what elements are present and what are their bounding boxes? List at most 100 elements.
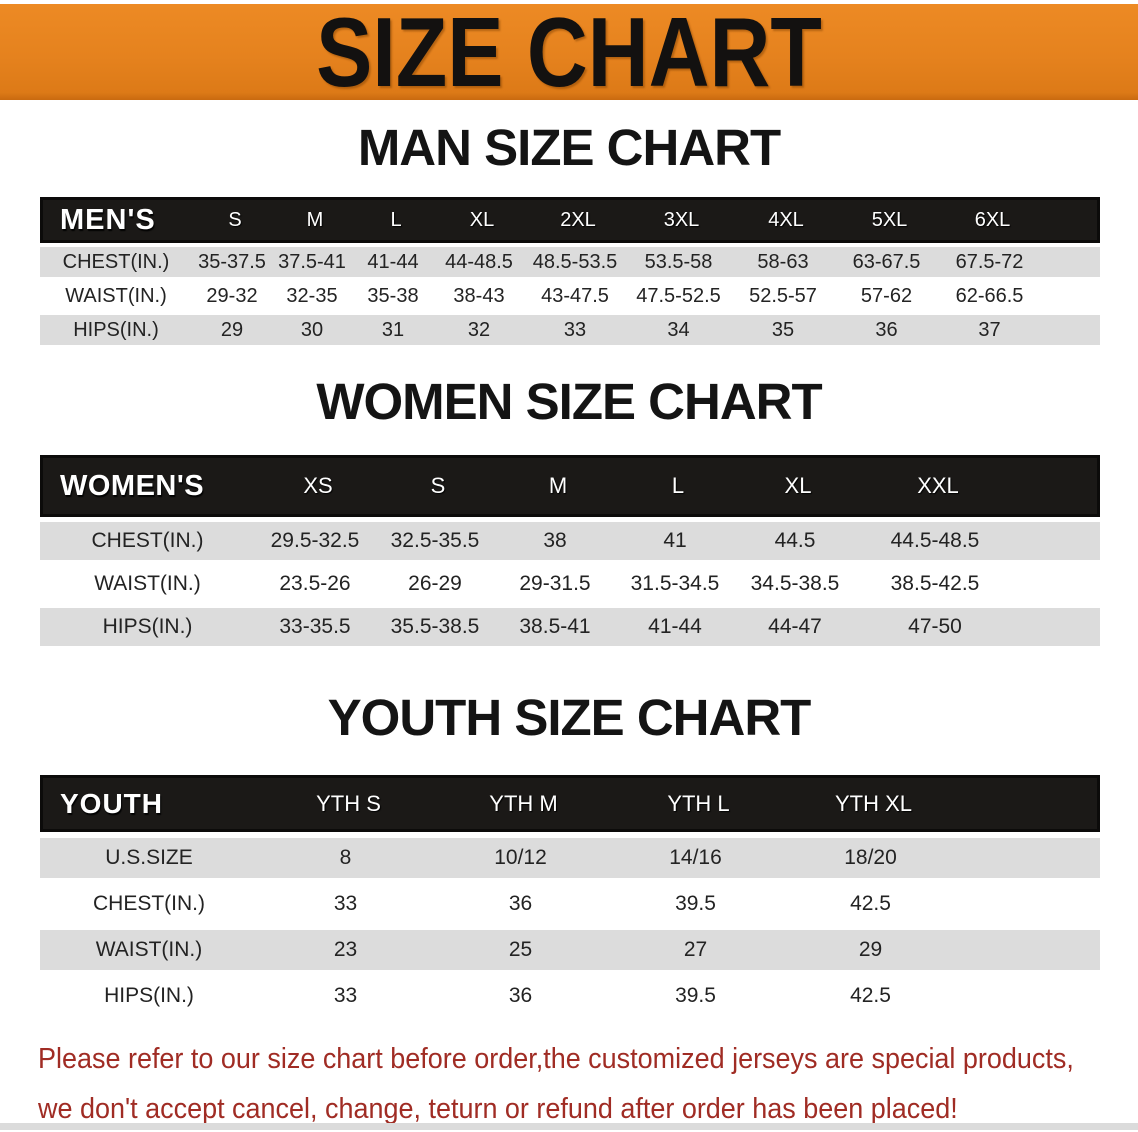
- disclaimer-line-1: Please refer to our size chart before or…: [38, 1043, 1074, 1075]
- measure-row-label: WAIST(IN.): [95, 938, 203, 961]
- size-value-cell: 38.5-42.5: [890, 572, 980, 595]
- size-column-header: 3XL: [663, 208, 700, 231]
- size-column-header: XS: [303, 473, 333, 498]
- size-column-header: L: [671, 473, 685, 498]
- measure-row-label: WAIST(IN.): [94, 572, 201, 595]
- measure-row-label: HIPS(IN.): [102, 615, 193, 638]
- table-group-label: WOMEN'S: [60, 469, 205, 502]
- size-value-cell: 53.5-58: [644, 250, 713, 273]
- size-value-cell: 41: [663, 529, 687, 552]
- size-value-cell: 58-63: [757, 250, 809, 273]
- men-size-table: MEN'S S M L XL 2XL 3XL 4XL 5XL 6XL CHEST(IN.) 35-37…: [40, 197, 1100, 345]
- measure-row-label: U.S.SIZE: [105, 846, 193, 869]
- size-value-cell: 41-44: [367, 250, 419, 273]
- size-value-cell: 10/12: [494, 846, 547, 869]
- disclaimer-line-2: we don't accept cancel, change, teturn o…: [38, 1093, 958, 1125]
- size-column-header: S: [228, 208, 242, 231]
- size-value-cell: 42.5: [850, 892, 891, 915]
- table-header-row: YOUTH YTH S YTH M YTH L YTH XL: [40, 775, 1100, 832]
- size-column-header: M: [548, 473, 568, 498]
- size-value-cell: 29-32: [206, 284, 258, 307]
- size-value-cell: 33-35.5: [279, 615, 351, 638]
- size-value-cell: 52.5-57: [749, 284, 817, 307]
- size-value-cell: 39.5: [675, 984, 716, 1007]
- size-column-header: 4XL: [768, 208, 804, 231]
- size-value-cell: 29.5-32.5: [270, 529, 360, 552]
- size-value-cell: 25: [508, 938, 533, 961]
- size-value-cell: 42.5: [850, 984, 891, 1007]
- measure-row-label: WAIST(IN.): [65, 284, 167, 307]
- size-value-cell: 23.5-26: [279, 572, 351, 595]
- size-column-header: YTH S: [316, 790, 381, 816]
- table-row: WAIST(IN.) 29-32 32-35 35-38 38-43 43-47.5 47.…: [40, 281, 1100, 311]
- bottom-edge-strip: [0, 1123, 1138, 1130]
- size-value-cell: 38.5-41: [519, 615, 591, 638]
- size-value-cell: 30: [300, 318, 324, 341]
- size-value-cell: 63-67.5: [852, 250, 921, 273]
- size-column-header: XL: [469, 208, 495, 231]
- size-value-cell: 44.5-48.5: [890, 529, 980, 552]
- banner-title: SIZE CHART: [316, 0, 822, 107]
- size-value-cell: 27: [683, 938, 708, 961]
- table-row: CHEST(IN.) 29.5-32.5 32.5-35.5 38 41 44.5 44.5…: [40, 522, 1100, 560]
- size-value-cell: 36: [508, 984, 533, 1007]
- measure-row-label: HIPS(IN.): [104, 984, 194, 1007]
- size-column-header: YTH M: [489, 790, 558, 816]
- table-row: WAIST(IN.) 23 25 27 29: [40, 930, 1100, 970]
- size-column-header: 6XL: [974, 208, 1011, 231]
- size-value-cell: 48.5-53.5: [532, 250, 618, 273]
- size-value-cell: 62-66.5: [955, 284, 1024, 307]
- size-column-header: 5XL: [871, 208, 908, 231]
- table-row: HIPS(IN.) 33-35.5 35.5-38.5 38.5-41 41-44 44-…: [40, 608, 1100, 646]
- size-value-cell: 34.5-38.5: [750, 572, 840, 595]
- size-value-cell: 33: [563, 318, 587, 341]
- size-value-cell: 33: [333, 892, 358, 915]
- size-value-cell: 35-38: [367, 284, 419, 307]
- size-value-cell: 47-50: [908, 615, 962, 638]
- size-column-header: M: [306, 208, 324, 231]
- table-header-row: WOMEN'S XS S M L XL XXL: [40, 455, 1100, 517]
- table-row: HIPS(IN.) 33 36 39.5 42.5: [40, 976, 1100, 1016]
- measure-row-label: CHEST(IN.): [91, 529, 204, 552]
- women-size-table: WOMEN'S XS S M L XL XXL CHEST(IN.) 29.5-32.5 32.5…: [40, 455, 1100, 646]
- size-value-cell: 31.5-34.5: [630, 572, 720, 595]
- size-value-cell: 18/20: [844, 846, 897, 869]
- size-value-cell: 43-47.5: [541, 284, 609, 307]
- size-value-cell: 14/16: [669, 846, 722, 869]
- size-value-cell: 38: [543, 529, 567, 552]
- men-section-heading: MAN SIZE CHART: [357, 119, 781, 176]
- size-value-cell: 44-48.5: [445, 250, 513, 273]
- size-value-cell: 41-44: [648, 615, 702, 638]
- size-value-cell: 35: [771, 318, 795, 341]
- size-value-cell: 31: [381, 318, 405, 341]
- size-value-cell: 47.5-52.5: [636, 284, 721, 307]
- size-value-cell: 44.5: [774, 529, 816, 552]
- size-column-header: YTH L: [667, 790, 730, 816]
- size-value-cell: 32: [467, 318, 491, 341]
- table-group-label: YOUTH: [60, 787, 163, 819]
- size-value-cell: 33: [333, 984, 358, 1007]
- table-row: U.S.SIZE 8 10/12 14/16 18/20: [40, 838, 1100, 878]
- size-value-cell: 32-35: [286, 284, 338, 307]
- table-header-row: MEN'S S M L XL 2XL 3XL 4XL 5XL 6XL: [40, 197, 1100, 243]
- size-column-header: YTH XL: [834, 790, 913, 816]
- youth-size-table: YOUTH YTH S YTH M YTH L YTH XL U.S.SIZE 8 10/12…: [40, 775, 1100, 1016]
- banner: SIZE CHART: [0, 0, 1138, 107]
- women-section-heading: WOMEN SIZE CHART: [316, 373, 822, 430]
- table-row: WAIST(IN.) 23.5-26 26-29 29-31.5 31.5-34.5 34…: [40, 565, 1100, 603]
- size-value-cell: 8: [339, 846, 352, 869]
- table-row: CHEST(IN.) 35-37.5 37.5-41 41-44 44-48.5 48.5…: [40, 247, 1100, 277]
- size-value-cell: 37: [978, 318, 1001, 341]
- size-value-cell: 29: [220, 318, 244, 341]
- size-value-cell: 35-37.5: [198, 250, 266, 273]
- size-value-cell: 37.5-41: [278, 250, 346, 273]
- youth-section-heading: YOUTH SIZE CHART: [327, 689, 812, 746]
- size-value-cell: 29: [858, 938, 883, 961]
- size-value-cell: 67.5-72: [955, 250, 1024, 273]
- table-group-label: MEN'S: [60, 203, 156, 236]
- size-column-header: L: [390, 208, 402, 231]
- table-row: CHEST(IN.) 33 36 39.5 42.5: [40, 884, 1100, 924]
- size-value-cell: 32.5-35.5: [390, 529, 480, 552]
- size-value-cell: 34: [667, 318, 690, 341]
